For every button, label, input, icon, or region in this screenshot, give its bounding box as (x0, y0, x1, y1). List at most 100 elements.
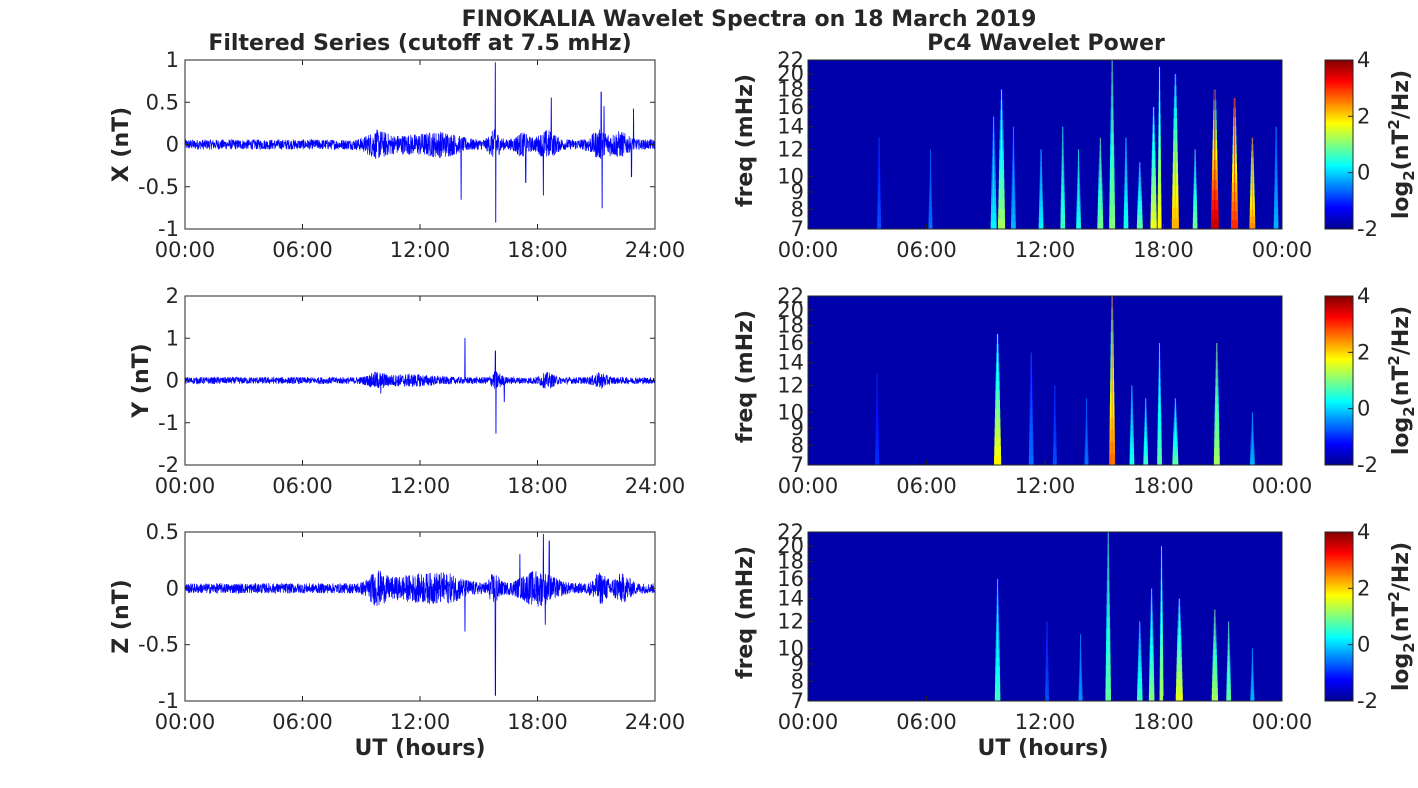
y-axis-label: freq (mHz) (733, 546, 758, 679)
colorbar-frame (1324, 59, 1354, 230)
x-tick-label: 24:00 (625, 474, 686, 498)
y-tick-label: 18 (777, 78, 804, 102)
colorbar-label-part: /Hz) (1389, 542, 1414, 591)
colorbar-label: log2(nT2/Hz) (1385, 306, 1418, 455)
wavelet-panel-1: 00:00 06:00 12:00 18:00 00:00222018161412109… (733, 48, 1418, 262)
colorbar-tick-label: 0 (1357, 397, 1370, 421)
colorbar-tick-label: 0 (1357, 161, 1370, 185)
x-tick-label: 12:00 (1015, 710, 1076, 734)
y-tick-label: 0 (166, 369, 179, 393)
y-axis-label: freq (mHz) (733, 74, 758, 207)
colorbar-label-part: 2 (1400, 406, 1418, 416)
y-axis-label: Z (nT) (109, 579, 134, 653)
y-tick-label: -0.5 (138, 633, 179, 657)
y-axis-label: X (nT) (109, 107, 134, 182)
y-tick-label: -1 (158, 217, 179, 241)
colorbar-label-part: (nT (1389, 130, 1414, 171)
x-tick-label: 18:00 (1133, 474, 1194, 498)
y-tick-label: 12 (777, 137, 804, 161)
y-tick-label: 9 (791, 416, 804, 440)
y-tick-label: 20 (777, 62, 804, 86)
heatmap-background (808, 296, 1282, 465)
x-tick-label: 12:00 (390, 474, 451, 498)
y-axis-label: freq (mHz) (733, 310, 758, 443)
x-tick-label: 00:00 (1252, 474, 1313, 498)
colorbar-frame (1324, 295, 1354, 466)
y-tick-label: 7 (791, 217, 804, 241)
y-tick-label: 22 (777, 284, 804, 308)
y-tick-label: 14 (777, 115, 804, 139)
y-tick-label: 22 (777, 48, 804, 72)
colorbar-label-part: 2 (1385, 591, 1403, 601)
y-tick-label: 8 (791, 433, 804, 457)
y-tick-label: 8 (791, 669, 804, 693)
y-tick-label: 16 (777, 567, 804, 591)
y-tick-label: 0 (166, 576, 179, 600)
colorbar-label-part: log (1389, 417, 1414, 455)
colorbar-label-part: (nT (1389, 366, 1414, 407)
y-tick-label: 9 (791, 180, 804, 204)
y-tick-label: 7 (791, 453, 804, 477)
y-tick-label: 10 (777, 400, 804, 424)
y-tick-label: 14 (777, 587, 804, 611)
left-column-title: Filtered Series (cutoff at 7.5 mHz) (208, 31, 631, 56)
heatmap-background (808, 60, 1282, 229)
y-tick-label: 14 (777, 351, 804, 375)
panels: 00:00 06:00 12:00 18:00 24:00 1 0.5 0 -0.5 -1 X (n… (109, 48, 1418, 761)
heatmap-background (808, 532, 1282, 701)
colorbar-frame (1324, 531, 1354, 702)
x-tick-label: 00:00 (1252, 710, 1313, 734)
series-panel-3: 00:00 06:00 12:00 18:00 24:00 0.5 0 -0.5 -1 Z (nT… (109, 520, 685, 761)
heatmap-streaks (875, 296, 1255, 465)
colorbar-label-part: 2 (1400, 170, 1418, 180)
colorbar-label-part: /Hz) (1389, 306, 1414, 355)
x-tick-label: 24:00 (625, 710, 686, 734)
y-tick-label: 10 (777, 164, 804, 188)
y-tick-label: 12 (777, 609, 804, 633)
y-tick-label: 0.5 (146, 520, 179, 544)
x-tick-label: 00:00 (1252, 238, 1313, 262)
colorbar-tick-label: 2 (1357, 104, 1370, 128)
x-tick-label: 18:00 (507, 238, 568, 262)
x-tick-label: 06:00 (272, 238, 333, 262)
x-tick-label: 00:00 (155, 474, 216, 498)
y-tick-label: 0 (166, 133, 179, 157)
y-tick-label: 8 (791, 197, 804, 221)
x-tick-label: 06:00 (272, 474, 333, 498)
wavelet-panel-2: 00:00 06:00 12:00 18:00 00:00222018161412109… (733, 284, 1418, 498)
x-tick-label: 18:00 (1133, 710, 1194, 734)
y-tick-label: 20 (777, 534, 804, 558)
x-axis-label: UT (hours) (354, 736, 485, 761)
colorbar-tick-label: 4 (1357, 520, 1370, 544)
colorbar-tick-label: -2 (1357, 689, 1378, 713)
colorbar-gradient (1325, 532, 1353, 701)
heatmap-streaks (877, 60, 1279, 229)
colorbar-label-part: 2 (1385, 119, 1403, 129)
x-tick-label: 24:00 (625, 238, 686, 262)
y-tick-label: 20 (777, 298, 804, 322)
x-tick-label: 00:00 (778, 238, 839, 262)
y-tick-label: 1 (166, 48, 179, 72)
colorbar-label-part: log (1389, 653, 1414, 691)
y-tick-label: 18 (777, 314, 804, 338)
y-tick-label: 10 (777, 636, 804, 660)
y-tick-label: 1 (166, 326, 179, 350)
x-tick-label: 00:00 (778, 710, 839, 734)
wavelet-panel-3: 00:00 06:00 12:00 18:00 00:00222018161412109… (733, 520, 1418, 761)
x-tick-label: 00:00 (155, 710, 216, 734)
x-tick-label: 00:00 (155, 238, 216, 262)
series-panel-1: 00:00 06:00 12:00 18:00 24:00 1 0.5 0 -0.5 -1 X (n… (109, 48, 685, 262)
y-tick-label: -1 (158, 411, 179, 435)
x-tick-label: 00:00 (778, 474, 839, 498)
colorbar-gradient (1325, 296, 1353, 465)
x-tick-label: 18:00 (1133, 238, 1194, 262)
colorbar-label-part: log (1389, 181, 1414, 219)
colorbar-label-part: (nT (1389, 602, 1414, 643)
y-tick-label: 22 (777, 520, 804, 544)
y-tick-label: -2 (158, 453, 179, 477)
x-tick-label: 12:00 (390, 238, 451, 262)
colorbar-label-part: 2 (1385, 355, 1403, 365)
